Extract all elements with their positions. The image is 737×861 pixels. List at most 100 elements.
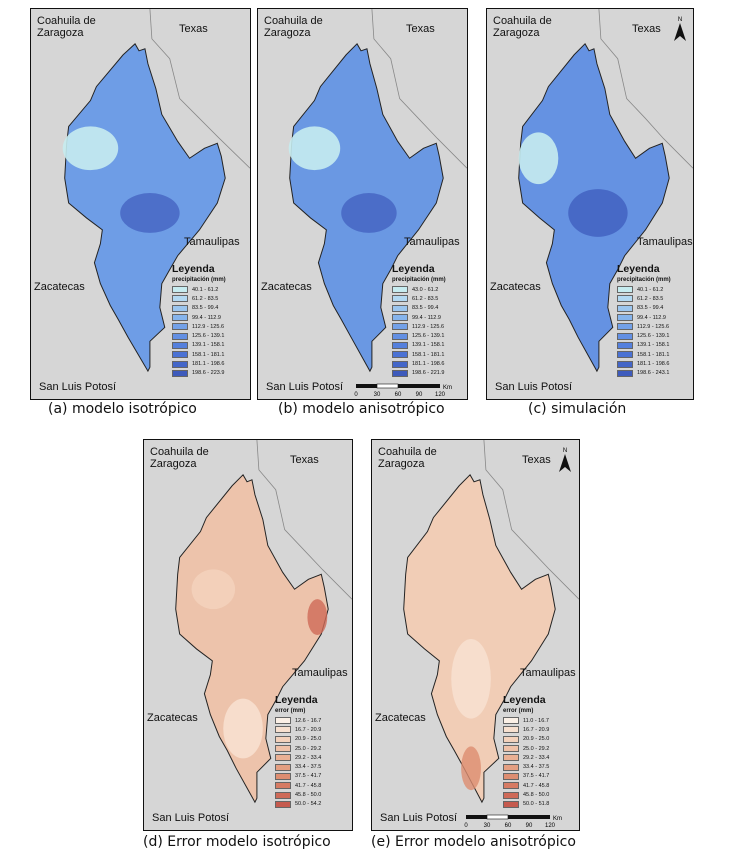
legend-title: Leyenda bbox=[275, 694, 318, 706]
legend-c: Leyenda precipitación (mm) 40.1 - 61.2 61… bbox=[617, 263, 671, 378]
legend-item-label: 125.6 - 139.1 bbox=[192, 333, 225, 340]
legend-item-label: 41.7 - 45.8 bbox=[523, 782, 550, 789]
legend-item: 181.1 - 198.6 bbox=[617, 359, 671, 368]
legend-item-label: 29.2 - 33.4 bbox=[295, 754, 322, 761]
legend-item: 198.6 - 223.9 bbox=[172, 369, 226, 378]
legend-item: 139.1 - 158.1 bbox=[392, 341, 446, 350]
legend-item-label: 198.6 - 243.1 bbox=[637, 370, 670, 377]
label-tamaulipas: Tamaulipas bbox=[520, 667, 576, 679]
legend-subtitle: precipitación (mm) bbox=[172, 277, 226, 283]
legend-swatch bbox=[617, 295, 633, 303]
legend-item: 158.1 - 181.1 bbox=[172, 350, 226, 359]
caption-e: (e) Error modelo anisotrópico bbox=[371, 834, 576, 850]
legend-item-label: 50.0 - 54.2 bbox=[295, 801, 322, 808]
legend-swatch bbox=[275, 735, 291, 743]
label-tamaulipas: Tamaulipas bbox=[184, 236, 240, 248]
map-panel-a: Coahuila de Zaragoza Texas Tamaulipas Za… bbox=[30, 8, 251, 400]
legend-item: 198.6 - 243.1 bbox=[617, 369, 671, 378]
caption-c: (c) simulación bbox=[528, 401, 627, 417]
legend-item: 29.2 - 33.4 bbox=[503, 753, 549, 762]
legend-item-label: 41.7 - 45.8 bbox=[295, 782, 322, 789]
legend-title: Leyenda bbox=[172, 263, 215, 275]
legend-item-label: 181.1 - 198.6 bbox=[192, 361, 225, 368]
legend-item: 112.9 - 125.6 bbox=[392, 322, 446, 331]
legend-item-label: 33.4 - 37.5 bbox=[295, 764, 322, 771]
legend-subtitle: precipitación (mm) bbox=[617, 277, 671, 283]
label-slp: San Luis Potosí bbox=[266, 381, 344, 393]
label-zacatecas: Zacatecas bbox=[490, 281, 541, 293]
scale-tick-label: 0 bbox=[464, 823, 468, 829]
legend-swatch bbox=[617, 314, 633, 322]
map-e bbox=[403, 440, 579, 804]
legend-swatch bbox=[392, 295, 408, 303]
map-panel-d: Coahuila de Zaragoza Texas Tamaulipas Za… bbox=[143, 439, 353, 831]
legend-swatch bbox=[617, 351, 633, 359]
legend-item: 139.1 - 158.1 bbox=[172, 341, 226, 350]
caption-b: (b) modelo anisotrópico bbox=[278, 401, 445, 417]
legend-item: 16.7 - 20.9 bbox=[275, 725, 321, 734]
label-texas: Texas bbox=[632, 23, 661, 35]
legend-item: 181.1 - 198.6 bbox=[392, 359, 446, 368]
legend-item-label: 139.1 - 158.1 bbox=[192, 342, 225, 349]
legend-item-label: 83.5 - 99.4 bbox=[192, 305, 219, 312]
label-slp: San Luis Potosí bbox=[495, 381, 573, 393]
legend-item: 33.4 - 37.5 bbox=[275, 762, 321, 771]
scale-tick-label: 30 bbox=[484, 823, 491, 829]
scale-tick-label: 90 bbox=[526, 823, 533, 829]
north-arrow-c: N bbox=[671, 15, 689, 41]
legend-item-label: 61.2 - 83.5 bbox=[192, 295, 219, 302]
legend-item: 112.9 - 125.6 bbox=[617, 322, 671, 331]
scale-tick-label: 60 bbox=[505, 823, 512, 829]
label-coahuila: Coahuila de Zaragoza bbox=[493, 15, 552, 39]
legend-swatch bbox=[617, 341, 633, 349]
legend-swatch bbox=[617, 369, 633, 377]
legend-item: 41.7 - 45.8 bbox=[503, 781, 549, 790]
legend-item: 125.6 - 139.1 bbox=[392, 331, 446, 340]
scale-bar-b: 0 30 60 90 120 Km bbox=[354, 383, 464, 399]
label-texas: Texas bbox=[406, 23, 435, 35]
legend-item: 37.5 - 41.7 bbox=[503, 772, 549, 781]
label-zacatecas: Zacatecas bbox=[147, 712, 198, 724]
legend-swatch bbox=[617, 286, 633, 294]
scale-tick-label: 120 bbox=[545, 823, 556, 829]
legend-swatch bbox=[503, 754, 519, 762]
label-coahuila: Coahuila de Zaragoza bbox=[150, 446, 209, 470]
legend-item-label: 25.0 - 29.2 bbox=[295, 745, 322, 752]
label-coahuila: Coahuila de Zaragoza bbox=[37, 15, 96, 39]
legend-swatch bbox=[503, 772, 519, 780]
legend-swatch bbox=[172, 295, 188, 303]
legend-subtitle: error (mm) bbox=[503, 708, 534, 714]
legend-item-label: 83.5 - 99.4 bbox=[637, 305, 664, 312]
legend-item-label: 33.4 - 37.5 bbox=[523, 764, 550, 771]
legend-b: Leyenda precipitación (mm) 43.0 - 61.2 61… bbox=[392, 263, 446, 378]
legend-swatch bbox=[503, 782, 519, 790]
legend-item-label: 45.8 - 50.0 bbox=[295, 792, 322, 799]
label-slp: San Luis Potosí bbox=[152, 812, 230, 824]
legend-subtitle: error (mm) bbox=[275, 708, 306, 714]
scale-unit: Km bbox=[553, 816, 562, 822]
legend-swatch bbox=[617, 332, 633, 340]
legend-item: 40.1 - 61.2 bbox=[172, 285, 226, 294]
legend-item-label: 99.4 - 112.9 bbox=[412, 314, 441, 321]
legend-swatch bbox=[392, 332, 408, 340]
legend-swatch bbox=[503, 800, 519, 808]
legend-item: 125.6 - 139.1 bbox=[172, 331, 226, 340]
legend-swatch bbox=[503, 735, 519, 743]
scale-tick-label: 0 bbox=[354, 392, 358, 398]
legend-item: 61.2 - 83.5 bbox=[617, 294, 671, 303]
legend-item-label: 198.6 - 223.9 bbox=[192, 370, 225, 377]
legend-item: 83.5 - 99.4 bbox=[617, 304, 671, 313]
legend-item: 50.0 - 54.2 bbox=[275, 800, 321, 809]
legend-item: 40.1 - 61.2 bbox=[617, 285, 671, 294]
legend-item: 41.7 - 45.8 bbox=[275, 781, 321, 790]
legend-item: 45.8 - 50.0 bbox=[275, 790, 321, 799]
legend-item-label: 29.2 - 33.4 bbox=[523, 754, 550, 761]
legend-swatch bbox=[392, 360, 408, 368]
legend-swatch bbox=[275, 791, 291, 799]
legend-swatch bbox=[275, 763, 291, 771]
legend-item-label: 112.9 - 125.6 bbox=[412, 323, 445, 330]
legend-item: 45.8 - 50.0 bbox=[503, 790, 549, 799]
legend-item: 37.5 - 41.7 bbox=[275, 772, 321, 781]
legend-item: 50.0 - 51.8 bbox=[503, 800, 549, 809]
legend-item: 158.1 - 181.1 bbox=[392, 350, 446, 359]
